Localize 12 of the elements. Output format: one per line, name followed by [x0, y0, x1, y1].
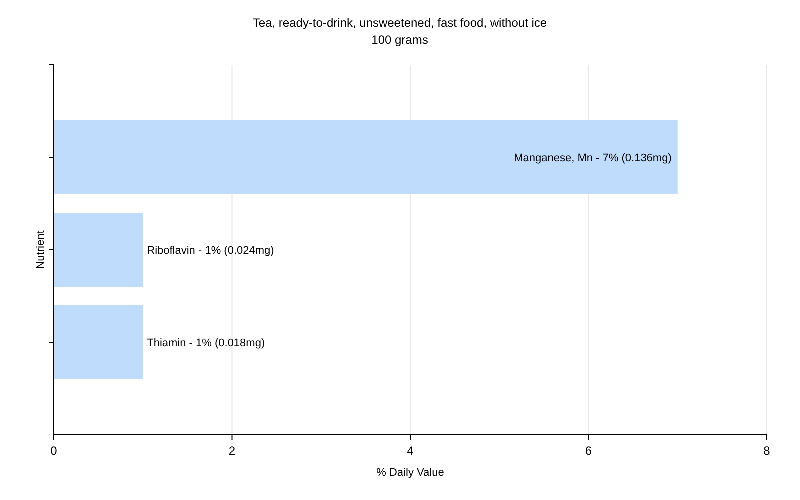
x-tick-label: 4	[407, 444, 414, 458]
y-tick-label: Thiamin - 1% (0.018mg)	[147, 338, 266, 350]
x-tick-label: 8	[764, 444, 771, 458]
x-tick-label: 2	[228, 444, 236, 458]
chart-subtitle: 100 grams	[372, 33, 428, 47]
x-tick-label: 6	[585, 444, 592, 458]
x-tick-label: 0	[50, 444, 58, 458]
x-axis-title: % Daily Value	[376, 467, 444, 479]
y-tick-label: Manganese, Mn - 7% (0.136mg)	[514, 152, 672, 164]
chart-title: Tea, ready-to-drink, unsweetened, fast food, without ice	[252, 16, 548, 30]
y-axis-title: Nutrient	[35, 230, 47, 270]
y-tick-label: Riboflavin - 1% (0.024mg)	[147, 245, 274, 257]
